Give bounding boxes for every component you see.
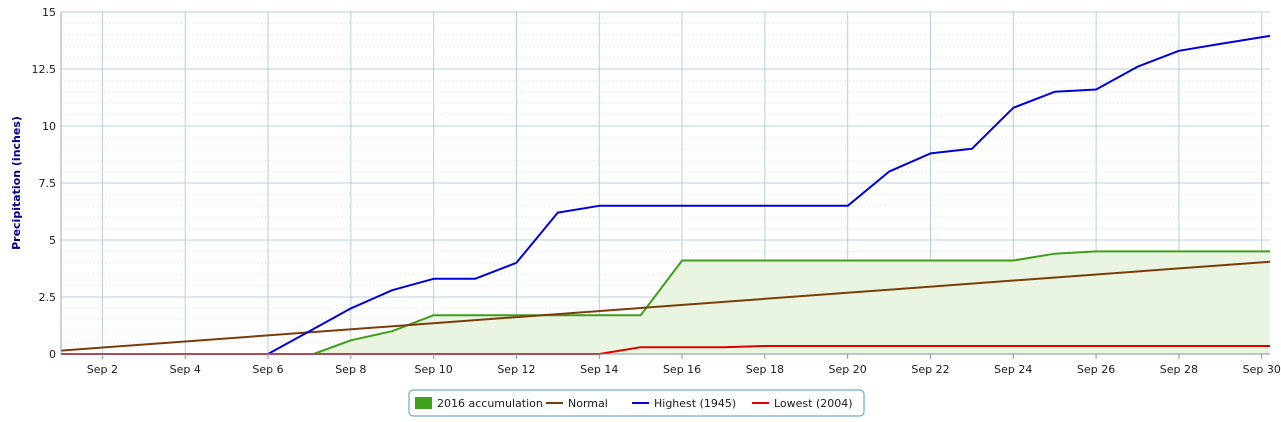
x-tick-label: Sep 2	[87, 363, 118, 376]
x-axis-ticks: Sep 2 Sep 4 Sep 6 Sep 8 Sep 10 Sep 12 Sep 14 Se…	[87, 354, 1281, 376]
series-area-fill	[313, 251, 1271, 354]
series-line-1	[60, 260, 1271, 352]
legend-label: Highest (1945)	[654, 397, 736, 410]
y-tick-label: 10	[42, 120, 56, 133]
series-layer	[60, 34, 1271, 355]
x-tick-label: Sep 26	[1077, 363, 1115, 376]
x-tick-label: Sep 6	[252, 363, 283, 376]
series-line-2	[61, 34, 1271, 355]
x-tick-label: Sep 22	[911, 363, 949, 376]
legend-label: 2016 accumulation	[437, 397, 543, 410]
x-tick-label: Sep 14	[580, 363, 618, 376]
y-tick-label: 0	[49, 348, 56, 361]
x-tick-label: Sep 30	[1243, 363, 1281, 376]
y-axis-ticks: 0 2.5 5 7.5 10 12.5 15	[32, 6, 57, 361]
x-tick-label: Sep 4	[170, 363, 201, 376]
legend: 2016 accumulation Normal Highest (1945) Low…	[408, 389, 865, 417]
y-tick-label: 12.5	[32, 63, 57, 76]
axes	[60, 12, 1270, 355]
legend-label: Lowest (2004)	[774, 397, 853, 410]
x-tick-label: Sep 10	[415, 363, 453, 376]
x-tick-label: Sep 24	[994, 363, 1032, 376]
x-tick-label: Sep 20	[829, 363, 867, 376]
y-tick-label: 7.5	[39, 177, 57, 190]
x-tick-label: Sep 8	[335, 363, 366, 376]
legend-label: Normal	[568, 397, 608, 410]
y-tick-label: 5	[49, 234, 56, 247]
series-line-0	[313, 250, 1270, 355]
y-tick-label: 15	[42, 6, 56, 19]
x-tick-label: Sep 12	[497, 363, 535, 376]
x-tick-label: Sep 16	[663, 363, 701, 376]
y-tick-label: 2.5	[39, 291, 57, 304]
x-tick-label: Sep 28	[1160, 363, 1198, 376]
legend-swatch	[415, 397, 432, 409]
x-tick-label: Sep 18	[746, 363, 784, 376]
y-axis-title: Precipitation (inches)	[10, 116, 23, 250]
